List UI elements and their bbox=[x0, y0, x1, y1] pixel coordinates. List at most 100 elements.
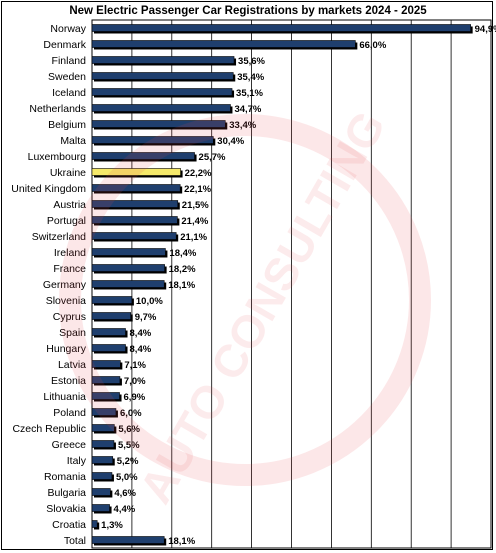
value-label: 33,4% bbox=[229, 120, 256, 131]
value-label: 30,4% bbox=[217, 136, 244, 147]
value-label: 6,9% bbox=[124, 392, 146, 403]
category-label: Netherlands bbox=[29, 103, 86, 115]
category-label: Malta bbox=[60, 135, 86, 147]
category-label: Greece bbox=[52, 439, 87, 451]
value-label: 18,4% bbox=[169, 248, 196, 259]
bar bbox=[91, 152, 195, 160]
bar bbox=[91, 520, 98, 528]
bar bbox=[91, 504, 110, 512]
bar bbox=[91, 248, 166, 256]
value-label: 21,4% bbox=[181, 216, 208, 227]
value-label: 6,0% bbox=[120, 408, 142, 419]
bar bbox=[91, 120, 226, 128]
value-label: 21,5% bbox=[182, 200, 209, 211]
category-label: Slovenia bbox=[46, 295, 86, 307]
category-label: Hungary bbox=[46, 343, 86, 355]
category-label: Sweden bbox=[48, 71, 86, 83]
category-label: Lithuania bbox=[43, 391, 86, 403]
value-label: 1,3% bbox=[101, 520, 123, 531]
category-label: Luxembourg bbox=[28, 151, 87, 163]
value-label: 5,5% bbox=[118, 440, 140, 451]
bar bbox=[91, 296, 133, 304]
bar bbox=[91, 216, 178, 224]
value-label: 9,7% bbox=[135, 312, 157, 323]
category-label: Croatia bbox=[52, 519, 86, 531]
category-label: Czech Republic bbox=[12, 423, 86, 435]
value-label: 66,0% bbox=[359, 40, 386, 51]
bar bbox=[91, 376, 121, 384]
value-label: 35,1% bbox=[236, 88, 263, 99]
category-label: Total bbox=[64, 535, 86, 547]
category-label: Romania bbox=[44, 471, 86, 483]
bar bbox=[91, 264, 165, 272]
bar bbox=[91, 344, 126, 352]
value-label: 8,4% bbox=[130, 328, 152, 339]
bar bbox=[91, 328, 126, 336]
value-label: 5,2% bbox=[117, 456, 139, 467]
bar bbox=[91, 200, 179, 208]
category-label: Italy bbox=[67, 455, 87, 467]
value-label: 5,0% bbox=[116, 472, 138, 483]
bar bbox=[91, 72, 234, 80]
value-label: 18,1% bbox=[168, 280, 195, 291]
bar bbox=[91, 392, 120, 400]
value-label: 4,6% bbox=[114, 488, 136, 499]
bar bbox=[91, 184, 181, 192]
category-label: Latvia bbox=[58, 359, 86, 371]
value-label: 34,7% bbox=[234, 104, 261, 115]
value-label: 35,4% bbox=[237, 72, 264, 83]
bar bbox=[91, 456, 114, 464]
category-label: Belgium bbox=[48, 119, 86, 131]
value-label: 5,6% bbox=[118, 424, 140, 435]
value-label: 7,1% bbox=[124, 360, 146, 371]
category-label: France bbox=[53, 263, 86, 275]
value-label: 10,0% bbox=[136, 296, 163, 307]
value-label: 22,2% bbox=[185, 168, 212, 179]
bar bbox=[91, 472, 113, 480]
category-label: Iceland bbox=[52, 87, 86, 99]
value-label: 18,1% bbox=[168, 536, 195, 547]
category-label: Spain bbox=[59, 327, 86, 339]
bar bbox=[91, 56, 235, 64]
bar bbox=[91, 168, 181, 176]
category-label: Ireland bbox=[54, 247, 86, 259]
bar bbox=[91, 40, 356, 48]
value-label: 18,2% bbox=[169, 264, 196, 275]
value-label: 35,6% bbox=[238, 56, 265, 67]
bar bbox=[91, 312, 132, 320]
category-label: Cyprus bbox=[53, 311, 86, 323]
bar bbox=[91, 360, 121, 368]
category-label: Norway bbox=[50, 23, 86, 35]
category-label: Poland bbox=[53, 407, 86, 419]
value-label: 8,4% bbox=[130, 344, 152, 355]
value-label: 4,4% bbox=[114, 504, 136, 515]
bar bbox=[91, 536, 165, 544]
category-label: Austria bbox=[53, 199, 86, 211]
bar bbox=[91, 408, 117, 416]
category-label: United Kingdom bbox=[11, 183, 86, 195]
category-label: Bulgaria bbox=[47, 487, 86, 499]
bar bbox=[91, 280, 165, 288]
bar bbox=[91, 440, 115, 448]
value-label: 25,7% bbox=[199, 152, 226, 163]
category-label: Estonia bbox=[51, 375, 86, 387]
category-label: Switzerland bbox=[32, 231, 86, 243]
chart-title: New Electric Passenger Car Registrations… bbox=[69, 5, 427, 17]
category-label: Portugal bbox=[47, 215, 86, 227]
bar bbox=[91, 24, 471, 32]
value-label: 7,0% bbox=[124, 376, 146, 387]
bar bbox=[91, 136, 214, 144]
value-label: 22,1% bbox=[184, 184, 211, 195]
category-label: Finland bbox=[52, 55, 87, 67]
value-label: 21,1% bbox=[180, 232, 207, 243]
bar bbox=[91, 232, 177, 240]
category-label: Germany bbox=[43, 279, 87, 291]
category-label: Ukraine bbox=[50, 167, 86, 179]
value-label: 94,9% bbox=[475, 24, 496, 35]
bar bbox=[91, 424, 115, 432]
category-label: Slovakia bbox=[46, 503, 86, 515]
bar bbox=[91, 104, 231, 112]
category-label: Denmark bbox=[43, 39, 86, 51]
bar bbox=[91, 488, 111, 496]
